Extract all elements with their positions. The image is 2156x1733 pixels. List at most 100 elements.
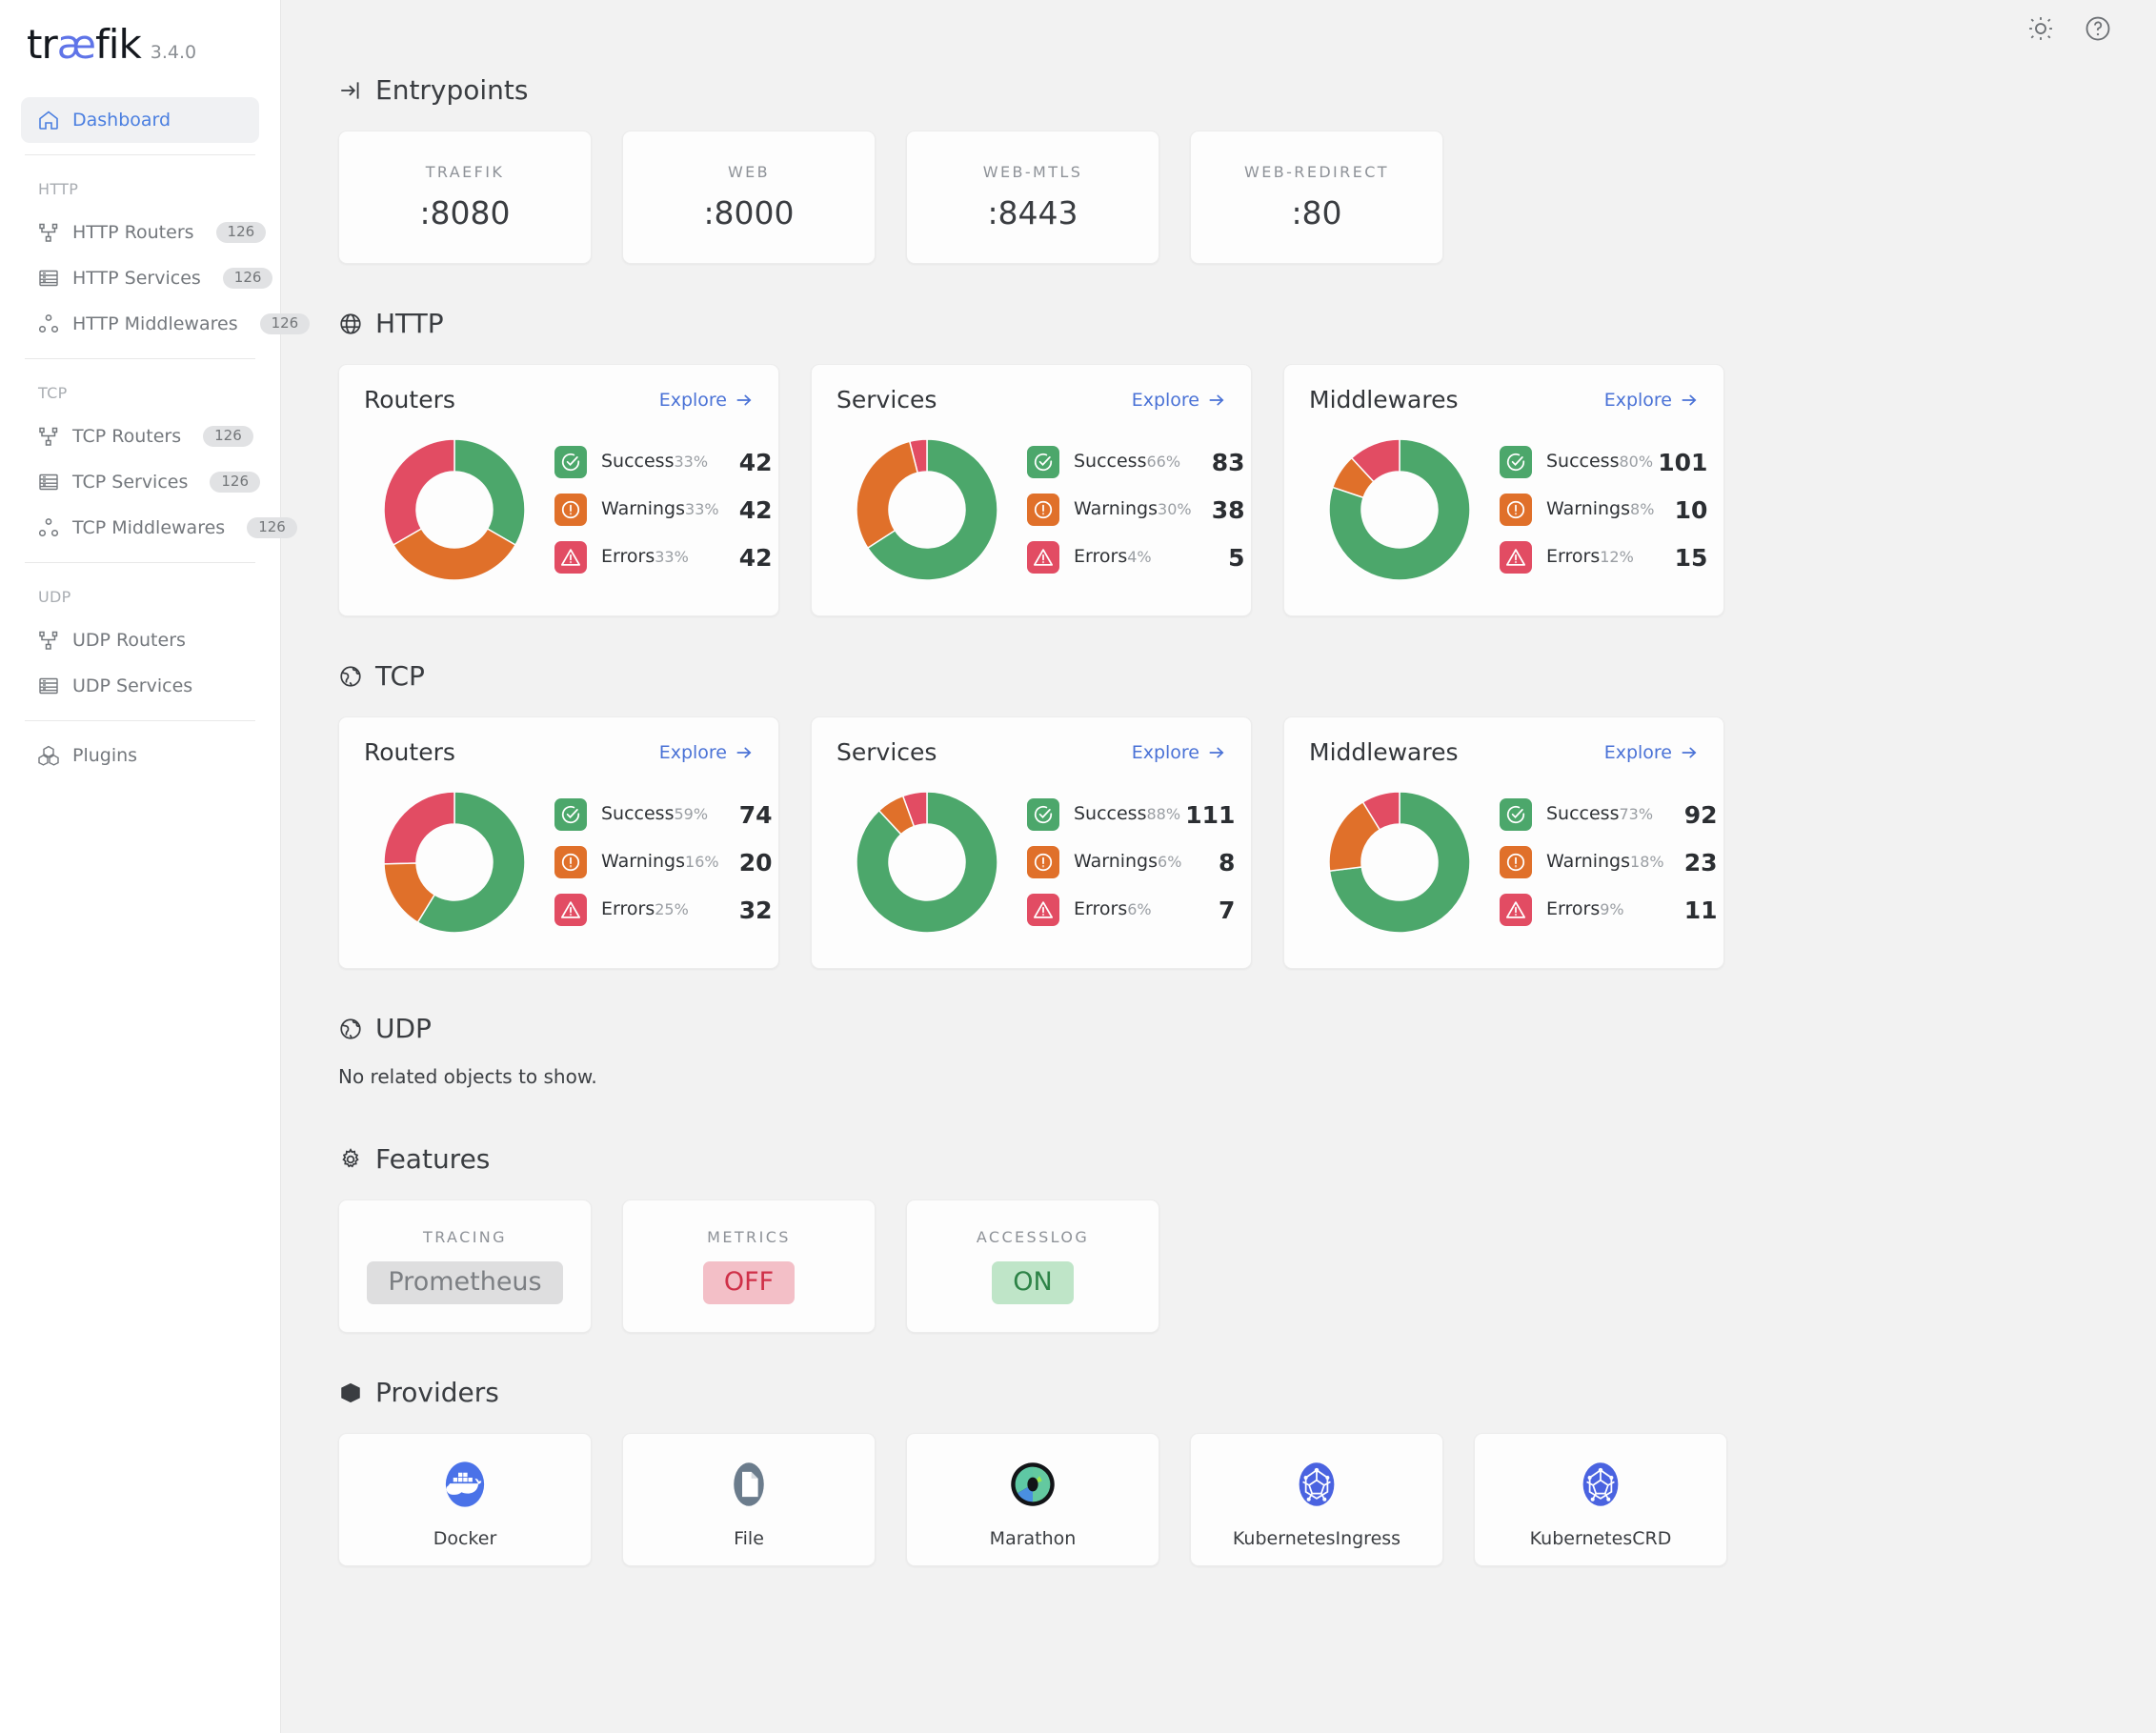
- provider-card[interactable]: KubernetesIngress: [1190, 1433, 1443, 1566]
- globe-network-icon: [340, 1018, 361, 1039]
- arrow-right-icon: [736, 747, 752, 757]
- legend-row-warnings: Warnings33% 42: [554, 494, 773, 526]
- sidebar-item-udp-services[interactable]: UDP Services: [21, 663, 259, 709]
- sun-icon[interactable]: [2026, 14, 2055, 43]
- feature-name: Accesslog: [976, 1227, 1090, 1246]
- success-badge-icon: [1027, 798, 1059, 831]
- stat-card-title: Routers: [364, 386, 455, 413]
- box-icon: [341, 1382, 360, 1402]
- feature-name: Metrics: [707, 1227, 791, 1246]
- success-badge-icon: [1500, 798, 1532, 831]
- provider-card[interactable]: KubernetesCRD: [1474, 1433, 1727, 1566]
- help-circle-icon[interactable]: [2084, 14, 2112, 43]
- success-badge-icon: [1500, 446, 1532, 478]
- legend-row-success: Success59% 74: [554, 798, 773, 831]
- warnings-badge-icon: [554, 494, 587, 526]
- marathon-icon: [1011, 1462, 1055, 1506]
- feature-card: Tracing Prometheus: [338, 1199, 592, 1333]
- sidebar-item-label: TCP Services: [72, 472, 189, 493]
- service-icon: [39, 677, 58, 695]
- file-icon: [734, 1462, 764, 1506]
- explore-link[interactable]: Explore: [1604, 742, 1699, 763]
- entrypoint-card[interactable]: traefik:8080: [338, 131, 592, 264]
- donut-chart-wrap: [1309, 419, 1490, 600]
- provider-card[interactable]: Marathon: [906, 1433, 1159, 1566]
- feature-value-badge: OFF: [702, 1260, 796, 1305]
- provider-name: Marathon: [989, 1528, 1077, 1549]
- sidebar-item-dashboard[interactable]: Dashboard: [21, 97, 259, 143]
- sidebar-item-tcp-services[interactable]: TCP Services 126: [21, 459, 261, 505]
- legend-value: 42: [738, 543, 773, 572]
- plugins-icon: [38, 745, 59, 766]
- provider-name: File: [734, 1528, 764, 1549]
- sidebar-item-count: 126: [259, 313, 311, 334]
- sidebar-item-count: 126: [203, 426, 253, 447]
- donut-chart: [856, 438, 998, 581]
- legend-row-errors: Errors33% 42: [554, 541, 773, 574]
- middleware-icon: [38, 314, 59, 333]
- stat-card-body: Success33% 42 Warnings33% 42 Errors33% 42: [364, 419, 773, 600]
- sidebar-item-tcp-middlewares[interactable]: TCP Middlewares 126: [21, 505, 297, 551]
- explore-link[interactable]: Explore: [1132, 390, 1226, 411]
- stat-card-body: Success80% 101 Warnings8% 10 Errors12% 15: [1309, 419, 1707, 600]
- entrypoint-name: web-mtls: [982, 163, 1083, 181]
- legend-row-errors: Errors4% 5: [1027, 541, 1245, 574]
- sidebar-item-http-services[interactable]: HTTP Services 126: [21, 255, 273, 301]
- legend-label: Warnings: [1546, 851, 1631, 873]
- legend-value: 74: [738, 800, 773, 829]
- explore-link[interactable]: Explore: [659, 390, 754, 411]
- explore-link[interactable]: Explore: [1132, 742, 1226, 763]
- sidebar-divider: [25, 720, 255, 721]
- entrypoint-card[interactable]: web-redirect:80: [1190, 131, 1443, 264]
- provider-card[interactable]: File: [622, 1433, 876, 1566]
- explore-link[interactable]: Explore: [1604, 390, 1699, 411]
- legend-percent: 9%: [1600, 900, 1624, 919]
- providers-list: Docker File Marathon KubernetesIngress Kuber…: [338, 1433, 2099, 1566]
- entrypoint-name: web-redirect: [1244, 163, 1389, 181]
- globe-network-icon: [340, 665, 361, 687]
- stat-card-header: Routers Explore: [364, 386, 754, 413]
- legend-value: 101: [1658, 448, 1708, 476]
- legend: Success88% 111 Warnings6% 8 Errors6% 7: [1018, 798, 1235, 926]
- sidebar-item-http-routers[interactable]: HTTP Routers 126: [21, 210, 267, 255]
- http-cards: Routers Explore Success33% 42 Warnings33% 42 E…: [338, 364, 2099, 616]
- arrow-right-icon: [1682, 394, 1697, 405]
- donut-chart-wrap: [1309, 772, 1490, 953]
- legend-label: Warnings: [601, 498, 686, 520]
- sidebar-item-count: 126: [215, 222, 267, 243]
- legend-row-success: Success33% 42: [554, 446, 773, 478]
- sidebar-item-tcp-routers[interactable]: TCP Routers 126: [21, 413, 259, 459]
- entrypoint-card[interactable]: web-mtls:8443: [906, 131, 1159, 264]
- legend-percent: 59%: [674, 805, 709, 824]
- stat-card-title: Middlewares: [1309, 738, 1459, 766]
- legend-value: 11: [1683, 896, 1718, 924]
- legend-percent: 25%: [655, 900, 689, 919]
- provider-card[interactable]: Docker: [338, 1433, 592, 1566]
- sidebar-item-plugins[interactable]: Plugins: [21, 733, 259, 778]
- globe-icon: [340, 312, 361, 334]
- sidebar-item-http-middlewares[interactable]: HTTP Middlewares 126: [21, 301, 311, 347]
- topbar: [281, 0, 2156, 57]
- legend-label: Warnings: [601, 851, 686, 873]
- sidebar-item-udp-routers[interactable]: UDP Routers: [21, 617, 259, 663]
- legend-text: Warnings18%: [1532, 852, 1664, 872]
- legend-value: 5: [1228, 543, 1245, 572]
- tcp-cards: Routers Explore Success59% 74 Warnings16% 20 E…: [338, 716, 2099, 969]
- home-icon: [39, 111, 58, 130]
- legend-row-warnings: Warnings30% 38: [1027, 494, 1245, 526]
- legend-label: Success: [1546, 451, 1620, 473]
- arrow-right-icon: [1209, 394, 1224, 405]
- legend-label: Warnings: [1546, 498, 1631, 520]
- entrypoint-card[interactable]: web:8000: [622, 131, 876, 264]
- legend-percent: 33%: [655, 548, 689, 567]
- legend-percent: 18%: [1630, 853, 1664, 872]
- explore-link[interactable]: Explore: [659, 742, 754, 763]
- entrypoints-list: traefik:8080 web:8000 web-mtls:8443 web-red…: [338, 131, 2099, 264]
- section-header-features: Features: [338, 1143, 2099, 1175]
- legend-text: Success66%: [1059, 452, 1192, 472]
- legend-text: Success88%: [1059, 804, 1181, 824]
- legend-row-success: Success88% 111: [1027, 798, 1235, 831]
- donut-chart: [383, 791, 526, 934]
- errors-badge-icon: [554, 894, 587, 926]
- section-title: UDP: [375, 1013, 432, 1044]
